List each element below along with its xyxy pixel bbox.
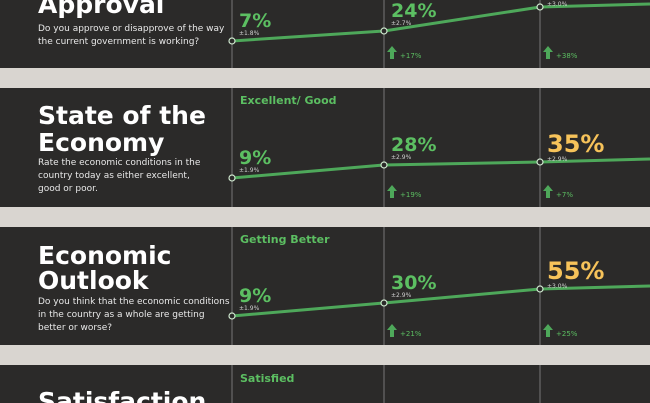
panel-title: Approval (38, 0, 164, 19)
panel-title: Economic (38, 241, 171, 270)
margin: ±3.0% (547, 1, 568, 8)
trend-line (231, 2, 650, 43)
up-arrow (543, 185, 553, 198)
point (380, 27, 388, 35)
trend-line (231, 284, 650, 318)
up-arrow (387, 185, 397, 198)
value: 24% (391, 0, 436, 22)
point (228, 37, 236, 45)
point (228, 312, 236, 320)
point (536, 158, 544, 166)
point (228, 174, 236, 182)
margin: ±2.9% (547, 156, 568, 163)
up-arrow (387, 324, 397, 337)
question: the current government is working? (38, 37, 199, 47)
question: country today as either excellent, (38, 171, 190, 181)
margin: ±2.9% (391, 292, 412, 299)
series-label: Excellent/ Good (240, 94, 337, 107)
panel-title: State of the (38, 101, 206, 130)
value: 7% (239, 10, 271, 32)
change: +17% (400, 52, 422, 60)
change: +7% (556, 191, 573, 199)
series-label: Getting Better (240, 233, 330, 246)
margin: ±1.9% (239, 167, 260, 174)
up-arrow (543, 46, 553, 59)
value: 9% (239, 147, 271, 169)
panel-title: Satisfaction (38, 387, 206, 403)
margin: ±1.8% (239, 30, 260, 37)
change: +21% (400, 330, 422, 338)
value: 28% (391, 134, 436, 156)
panel-bg (0, 365, 650, 403)
trend-line (231, 157, 650, 180)
change: +38% (556, 52, 578, 60)
point (536, 3, 544, 11)
point (380, 299, 388, 307)
change: +25% (556, 330, 578, 338)
point (536, 285, 544, 293)
value: 55% (547, 257, 604, 285)
panel-title: Outlook (38, 266, 150, 295)
margin: ±3.0% (547, 283, 568, 290)
series-label: Satisfied (240, 372, 294, 385)
question: Do you think that the economic condition… (38, 297, 230, 307)
change: +19% (400, 191, 422, 199)
question: in the country as a whole are getting (38, 310, 205, 320)
panel-bg (0, 88, 650, 207)
margin: ±2.7% (391, 20, 412, 27)
point (380, 161, 388, 169)
question: Rate the economic conditions in the (38, 158, 201, 168)
up-arrow (543, 324, 553, 337)
question: Do you approve or disapprove of the way (38, 24, 225, 34)
margin: ±2.9% (391, 154, 412, 161)
margin: ±1.9% (239, 305, 260, 312)
value: 30% (391, 272, 436, 294)
question: good or poor. (38, 184, 98, 194)
value: 9% (239, 285, 271, 307)
up-arrow (387, 46, 397, 59)
value: 62% (547, 0, 604, 3)
value: 35% (547, 130, 604, 158)
panel-title: Economy (38, 128, 164, 157)
question: better or worse? (38, 323, 112, 333)
